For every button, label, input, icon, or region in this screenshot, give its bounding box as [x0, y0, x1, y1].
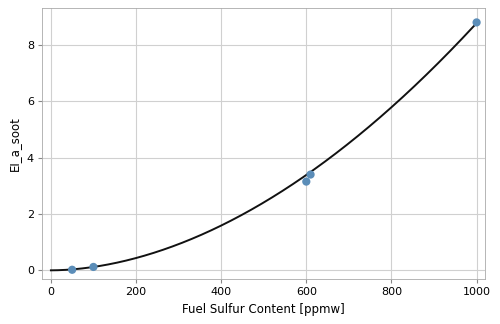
Point [68, 267, 76, 272]
Point [472, 20, 480, 25]
Point [306, 172, 314, 177]
X-axis label: Fuel Sulfur Content [ppmw]: Fuel Sulfur Content [ppmw] [182, 303, 345, 316]
Y-axis label: EI_a_soot: EI_a_soot [8, 116, 22, 171]
Point [302, 179, 310, 184]
Point [90, 264, 98, 270]
